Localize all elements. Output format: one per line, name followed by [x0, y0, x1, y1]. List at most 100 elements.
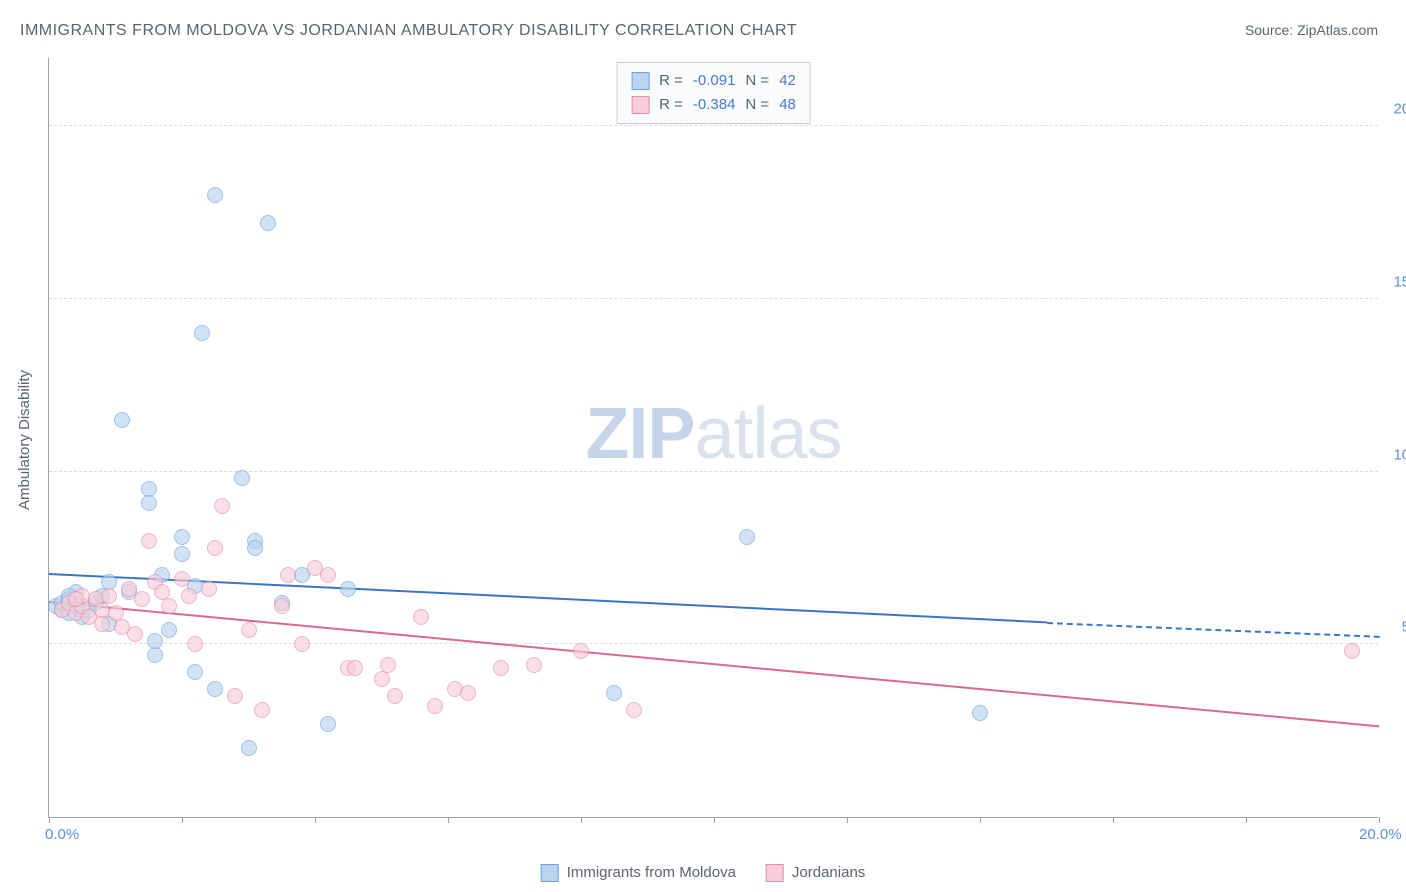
- swatch-moldova: [541, 864, 559, 882]
- legend-item-jordan: Jordanians: [766, 864, 865, 882]
- swatch-jordan: [631, 96, 649, 114]
- data-point-jordan: [280, 567, 296, 583]
- data-point-moldova: [972, 705, 988, 721]
- data-point-moldova: [739, 529, 755, 545]
- n-label: N =: [745, 93, 769, 117]
- data-point-moldova: [174, 546, 190, 562]
- data-point-jordan: [320, 567, 336, 583]
- trend-line: [49, 601, 1379, 727]
- y-tick-label: 5.0%: [1402, 619, 1406, 636]
- data-point-jordan: [161, 598, 177, 614]
- data-point-jordan: [626, 702, 642, 718]
- data-point-jordan: [460, 685, 476, 701]
- data-point-moldova: [606, 685, 622, 701]
- legend-item-moldova: Immigrants from Moldova: [541, 864, 736, 882]
- data-point-moldova: [187, 664, 203, 680]
- data-point-jordan: [274, 598, 290, 614]
- data-point-jordan: [207, 540, 223, 556]
- x-tick-mark: [980, 817, 981, 823]
- data-point-moldova: [247, 540, 263, 556]
- data-point-moldova: [114, 412, 130, 428]
- gridline: [49, 471, 1378, 472]
- data-point-jordan: [413, 609, 429, 625]
- y-axis-title: Ambulatory Disability: [16, 370, 33, 510]
- x-tick-mark: [1379, 817, 1380, 823]
- watermark-atlas: atlas: [694, 393, 841, 473]
- data-point-jordan: [134, 591, 150, 607]
- data-point-jordan: [68, 591, 84, 607]
- n-value-moldova: 42: [779, 69, 796, 93]
- correlation-legend: R = -0.091 N = 42 R = -0.384 N = 48: [616, 62, 811, 124]
- n-value-jordan: 48: [779, 93, 796, 117]
- r-label: R =: [659, 93, 683, 117]
- n-label: N =: [745, 69, 769, 93]
- data-point-jordan: [374, 671, 390, 687]
- data-point-jordan: [1344, 643, 1360, 659]
- data-point-moldova: [147, 647, 163, 663]
- y-tick-label: 15.0%: [1393, 273, 1406, 290]
- source-attribution: Source: ZipAtlas.com: [1245, 22, 1378, 38]
- legend-label-jordan: Jordanians: [792, 864, 865, 881]
- data-point-moldova: [207, 681, 223, 697]
- legend-row-moldova: R = -0.091 N = 42: [631, 69, 796, 93]
- x-tick-label: 20.0%: [1359, 826, 1402, 843]
- swatch-moldova: [631, 72, 649, 90]
- data-point-jordan: [141, 533, 157, 549]
- data-point-jordan: [254, 702, 270, 718]
- x-tick-mark: [1113, 817, 1114, 823]
- watermark-zip: ZIP: [585, 393, 694, 473]
- data-point-jordan: [241, 622, 257, 638]
- data-point-moldova: [194, 325, 210, 341]
- legend-row-jordan: R = -0.384 N = 48: [631, 93, 796, 117]
- x-tick-label: 0.0%: [45, 826, 79, 843]
- data-point-jordan: [380, 657, 396, 673]
- gridline: [49, 125, 1378, 126]
- gridline: [49, 298, 1378, 299]
- r-value-jordan: -0.384: [693, 93, 736, 117]
- y-tick-label: 10.0%: [1393, 446, 1406, 463]
- data-point-jordan: [181, 588, 197, 604]
- data-point-jordan: [201, 581, 217, 597]
- r-value-moldova: -0.091: [693, 69, 736, 93]
- data-point-jordan: [127, 626, 143, 642]
- gridline: [49, 643, 1378, 644]
- data-point-moldova: [260, 215, 276, 231]
- chart-title: IMMIGRANTS FROM MOLDOVA VS JORDANIAN AMB…: [20, 22, 797, 40]
- x-tick-mark: [49, 817, 50, 823]
- legend-label-moldova: Immigrants from Moldova: [567, 864, 736, 881]
- data-point-moldova: [141, 495, 157, 511]
- source-label: Source:: [1245, 22, 1293, 38]
- data-point-moldova: [234, 470, 250, 486]
- x-tick-mark: [581, 817, 582, 823]
- data-point-jordan: [347, 660, 363, 676]
- data-point-jordan: [154, 584, 170, 600]
- x-tick-mark: [182, 817, 183, 823]
- data-point-jordan: [174, 571, 190, 587]
- data-point-moldova: [340, 581, 356, 597]
- x-tick-mark: [714, 817, 715, 823]
- x-tick-mark: [448, 817, 449, 823]
- data-point-moldova: [207, 187, 223, 203]
- data-point-jordan: [214, 498, 230, 514]
- r-label: R =: [659, 69, 683, 93]
- x-tick-mark: [847, 817, 848, 823]
- data-point-jordan: [427, 698, 443, 714]
- watermark: ZIPatlas: [585, 392, 841, 474]
- data-point-moldova: [241, 740, 257, 756]
- data-point-moldova: [320, 716, 336, 732]
- scatter-chart: ZIPatlas R = -0.091 N = 42 R = -0.384 N …: [48, 58, 1378, 818]
- data-point-jordan: [101, 588, 117, 604]
- data-point-jordan: [294, 636, 310, 652]
- data-point-moldova: [174, 529, 190, 545]
- x-tick-mark: [1246, 817, 1247, 823]
- data-point-jordan: [94, 616, 110, 632]
- data-point-jordan: [227, 688, 243, 704]
- source-link[interactable]: ZipAtlas.com: [1297, 22, 1378, 38]
- data-point-moldova: [147, 633, 163, 649]
- data-point-jordan: [387, 688, 403, 704]
- data-point-moldova: [161, 622, 177, 638]
- data-point-jordan: [573, 643, 589, 659]
- x-tick-mark: [315, 817, 316, 823]
- data-point-jordan: [187, 636, 203, 652]
- series-legend: Immigrants from Moldova Jordanians: [541, 864, 866, 882]
